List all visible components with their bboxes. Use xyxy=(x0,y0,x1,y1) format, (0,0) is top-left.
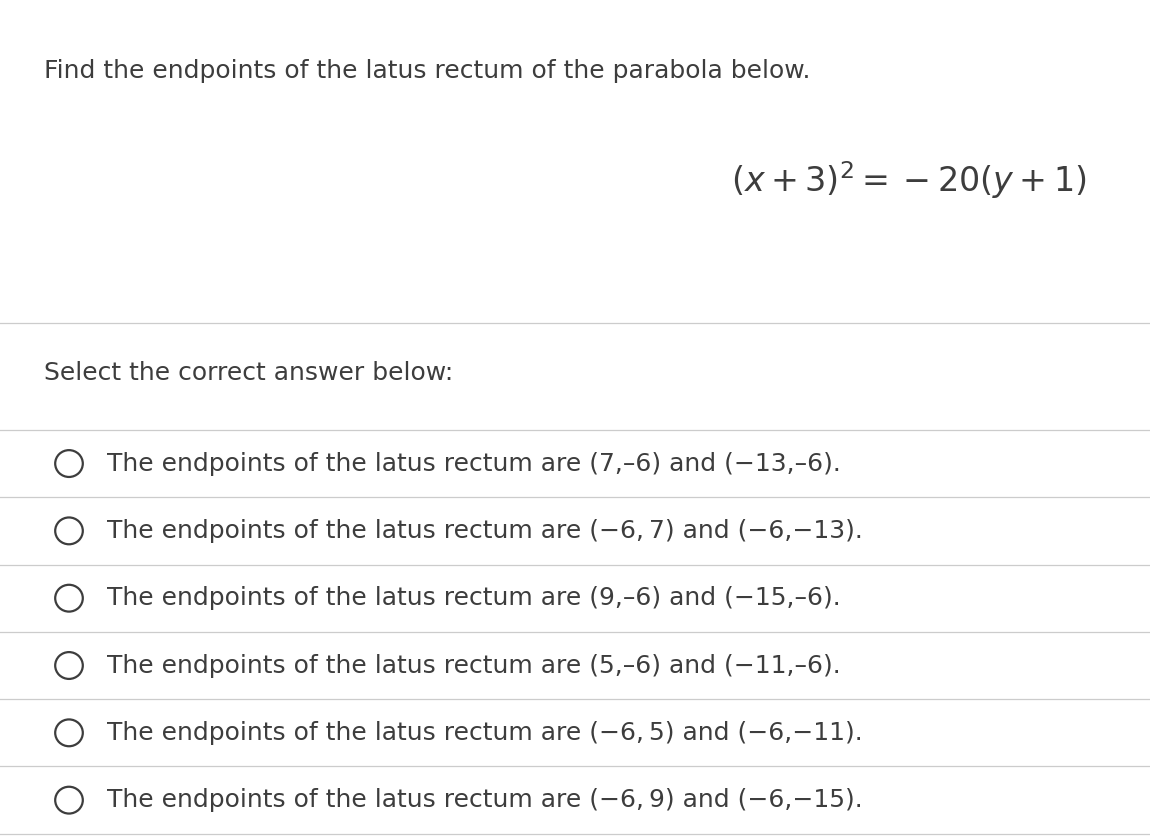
Text: The endpoints of the latus rectum are (−6, 7) and (−6,−13).: The endpoints of the latus rectum are (−… xyxy=(107,519,863,543)
Text: The endpoints of the latus rectum are (5,–6) and (−11,–6).: The endpoints of the latus rectum are (5… xyxy=(107,654,841,677)
Text: The endpoints of the latus rectum are (−6, 9) and (−6,−15).: The endpoints of the latus rectum are (−… xyxy=(107,789,863,812)
Text: The endpoints of the latus rectum are (−6, 5) and (−6,−11).: The endpoints of the latus rectum are (−… xyxy=(107,721,863,745)
Text: The endpoints of the latus rectum are (9,–6) and (−15,–6).: The endpoints of the latus rectum are (9… xyxy=(107,587,841,610)
Text: Select the correct answer below:: Select the correct answer below: xyxy=(44,361,453,385)
Text: $(x + 3)^2 = -20(y + 1)$: $(x + 3)^2 = -20(y + 1)$ xyxy=(730,159,1087,201)
Text: Find the endpoints of the latus rectum of the parabola below.: Find the endpoints of the latus rectum o… xyxy=(44,59,811,83)
Text: The endpoints of the latus rectum are (7,–6) and (−13,–6).: The endpoints of the latus rectum are (7… xyxy=(107,452,841,475)
